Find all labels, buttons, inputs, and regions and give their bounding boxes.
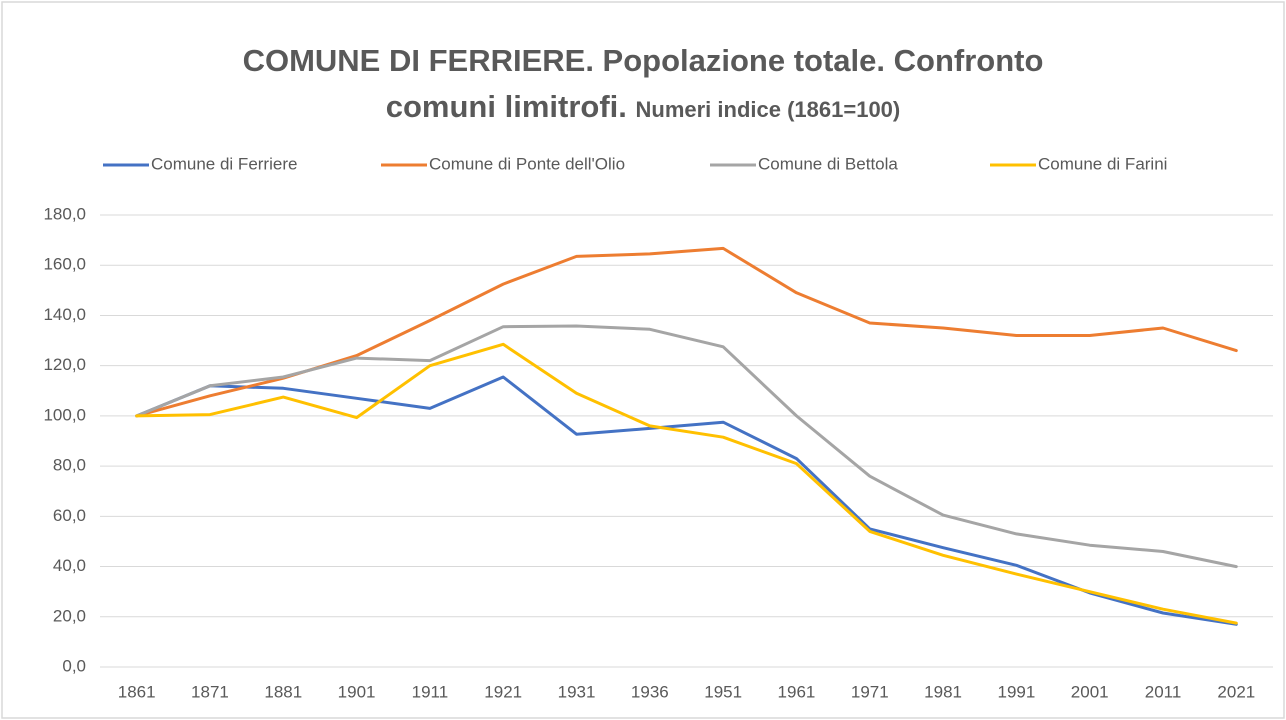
legend-label: Comune di Ponte dell'Olio (429, 154, 625, 173)
x-tick-label: 2001 (1071, 682, 1109, 701)
y-tick-label: 100,0 (43, 405, 86, 424)
legend-label: Comune di Ferriere (151, 154, 297, 173)
series-line (135, 342, 1238, 625)
y-tick-label: 160,0 (43, 255, 86, 274)
x-tick-label: 1931 (558, 682, 596, 701)
y-tick-label: 120,0 (43, 355, 86, 374)
y-tick-label: 80,0 (53, 456, 86, 475)
x-tick-label: 1951 (704, 682, 742, 701)
x-tick-label: 1936 (631, 682, 669, 701)
legend-label: Comune di Farini (1038, 154, 1167, 173)
x-tick-label: 2011 (1145, 682, 1182, 701)
x-tick-label: 2021 (1217, 682, 1255, 701)
y-tick-label: 0,0 (62, 656, 86, 675)
chart-subtitle: Numeri indice (1861=100) (635, 97, 901, 122)
x-tick-label: 1901 (338, 682, 376, 701)
y-tick-label: 140,0 (43, 305, 86, 324)
x-tick-label: 1861 (118, 682, 156, 701)
y-tick-label: 20,0 (53, 606, 86, 625)
series-line (135, 324, 1238, 569)
x-tick-label: 1961 (778, 682, 816, 701)
series-line (135, 375, 1238, 626)
x-tick-label: 1991 (997, 682, 1035, 701)
x-tick-label: 1971 (851, 682, 889, 701)
x-tick-label: 1921 (484, 682, 522, 701)
x-tick-label: 1981 (924, 682, 962, 701)
x-tick-label: 1871 (191, 682, 229, 701)
chart-title-block: COMUNE DI FERRIERE. Popolazione totale. … (193, 38, 1093, 133)
x-tick-label: 1881 (264, 682, 302, 701)
y-tick-label: 60,0 (53, 506, 86, 525)
legend-label: Comune di Bettola (758, 154, 898, 173)
chart-title: COMUNE DI FERRIERE. Popolazione totale. … (242, 43, 1044, 124)
x-tick-label: 1911 (412, 682, 449, 701)
y-tick-label: 180,0 (43, 204, 86, 223)
y-tick-label: 40,0 (53, 556, 86, 575)
